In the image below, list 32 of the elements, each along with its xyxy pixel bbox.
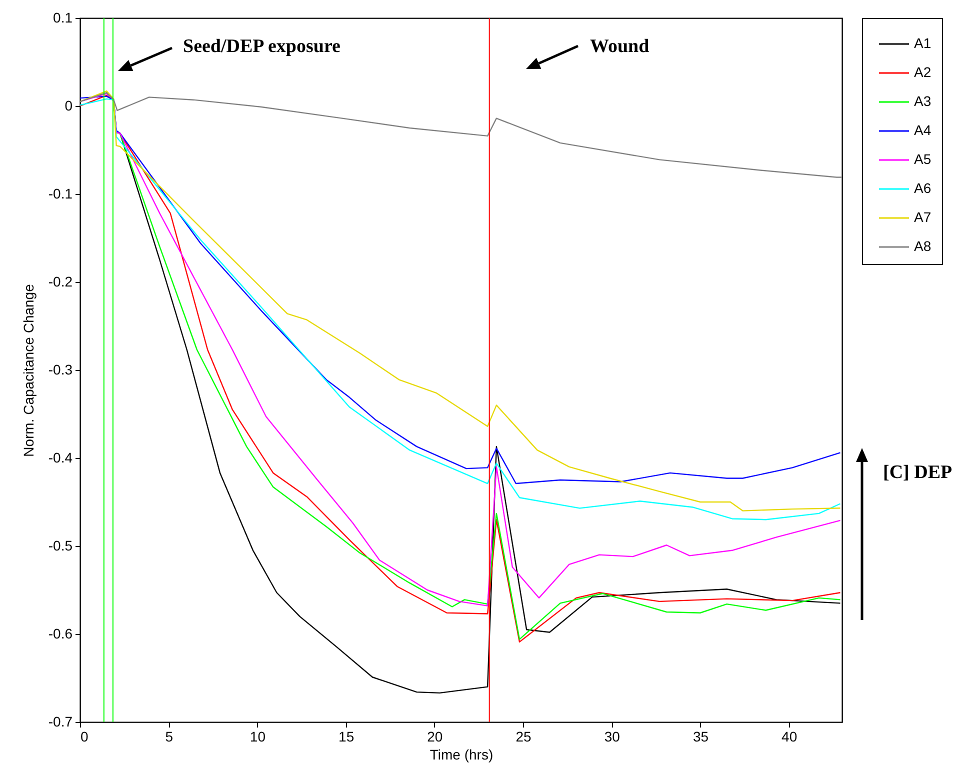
legend-label: A1 bbox=[914, 35, 932, 51]
y-tick-label: -0.7 bbox=[48, 714, 73, 730]
y-tick-label: -0.5 bbox=[48, 538, 73, 554]
x-axis-title: Time (hrs) bbox=[430, 746, 494, 762]
x-tick-label: 15 bbox=[338, 728, 354, 744]
y-tick-label: -0.4 bbox=[48, 450, 73, 466]
y-tick-label: -0.6 bbox=[48, 626, 73, 642]
y-tick-label: 0 bbox=[64, 98, 73, 114]
annotation: Seed/DEP exposure bbox=[183, 36, 340, 57]
line-series bbox=[80, 92, 842, 178]
legend-label: A3 bbox=[914, 93, 932, 109]
x-tick-label: 30 bbox=[604, 728, 620, 744]
x-tick-label: 35 bbox=[692, 728, 709, 744]
x-tick-label: 25 bbox=[516, 728, 532, 744]
x-tick-label: 20 bbox=[427, 728, 443, 744]
x-tick-label: 10 bbox=[250, 728, 266, 744]
legend-label: A5 bbox=[914, 151, 932, 167]
legend-label: A8 bbox=[914, 238, 932, 254]
legend-label: A6 bbox=[914, 180, 932, 196]
legend-label: A2 bbox=[914, 64, 932, 80]
y-axis-title: Norm. Capacitance Change bbox=[20, 284, 36, 457]
text: [C] DEP bbox=[883, 462, 953, 483]
x-tick-label: 5 bbox=[165, 728, 174, 744]
x-tick-label: 40 bbox=[782, 728, 798, 744]
x-tick-label: 0 bbox=[80, 728, 88, 744]
y-tick-label: 0.1 bbox=[53, 10, 73, 26]
annotation: Wound bbox=[590, 36, 650, 57]
y-tick-label: -0.1 bbox=[48, 186, 73, 202]
y-tick-label: -0.3 bbox=[48, 362, 73, 378]
y-tick-label: -0.2 bbox=[48, 274, 73, 290]
legend-label: A7 bbox=[914, 209, 932, 225]
legend-label: A4 bbox=[914, 122, 932, 138]
